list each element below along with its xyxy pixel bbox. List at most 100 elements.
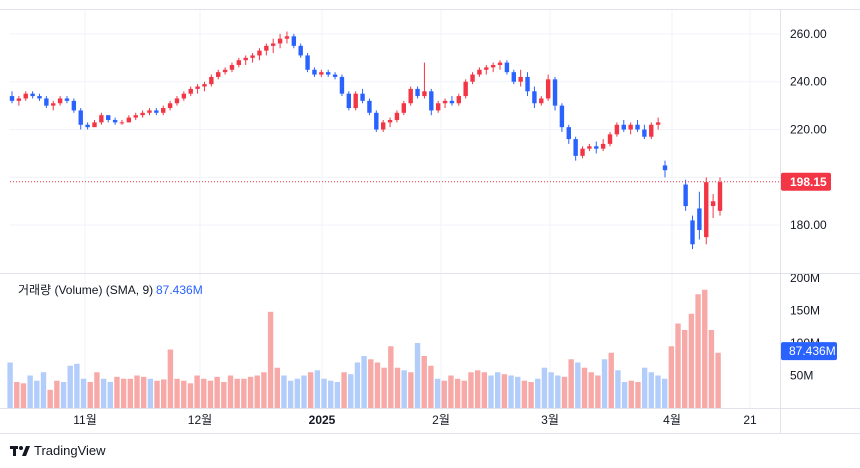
price-axis: 180.00 220.00 240.00 260.00 [790,27,827,232]
candle-body [167,103,173,109]
tradingview-logo[interactable]: TradingView [10,443,106,458]
candle-body [587,146,592,149]
volume-bar [608,352,614,408]
candle-body [174,98,180,104]
candle-body [325,72,331,75]
volume-bar [695,294,701,408]
candle-body [401,103,407,113]
candle-body [202,84,207,87]
candle-body [106,115,111,120]
candle-body [161,108,166,113]
volume-legend-title: 거래량 (Volume) (SMA, 9) [18,283,153,297]
volume-bar [421,356,427,408]
volume-bar [341,372,347,408]
price-tick-label: 180.00 [790,218,827,232]
volume-bar [107,382,113,408]
volume-axis: 200M150M100M50M87.436M [781,271,837,383]
candle-body [380,122,386,130]
candle-body [16,98,22,101]
volume-bar [94,372,100,408]
volume-bar [254,375,260,408]
candle-body [346,93,352,109]
candle-body [222,69,228,73]
candle-body [99,115,104,123]
volume-bar [461,380,467,408]
candle-body [319,72,324,75]
candle-body [642,129,647,137]
candle-body [559,105,565,128]
candle-body [463,81,468,97]
candle-body [511,72,516,82]
volume-sma-badge-label: 87.436M [789,344,836,358]
volume-bar [595,375,601,408]
candle-body [250,55,255,58]
volume-bar [381,367,387,408]
volume-bar [635,382,641,408]
candle-body [57,98,63,104]
volume-bar [368,359,374,408]
candle-body [284,36,290,39]
candle-body [339,76,345,94]
volume-bar [154,380,160,408]
volume-bar [294,378,301,408]
candle-body [607,134,613,144]
candle-body [305,55,310,70]
volume-bar [301,375,307,408]
candle-body [697,208,702,230]
volume-bar [621,382,628,408]
volume-bar [715,352,721,408]
candle-body [236,60,242,65]
volume-bar [87,382,93,408]
volume-bar [201,378,207,408]
candle-body [264,45,269,51]
volume-bar [54,380,60,408]
candle-body [470,74,475,82]
volume-bar [40,372,47,408]
candle-body [229,64,235,70]
volume-bar [114,376,120,408]
candle-body [195,86,200,89]
volume-bar [535,378,541,408]
volume-bar [307,372,314,408]
volume-bar [501,374,508,408]
volume-bar [528,382,534,408]
volume-bar [134,375,140,408]
candle-body [704,182,709,238]
volume-bar [147,378,154,408]
volume-bar [581,367,588,408]
volume-bar [161,379,167,408]
candle-body [85,124,90,128]
volume-bar [267,311,274,408]
candle-body [23,93,28,99]
volume-bar [388,346,394,408]
volume-bar [628,380,634,408]
last-price-badge [781,172,831,191]
volume-bar [334,382,341,408]
volume-bar [348,374,354,408]
volume-bar [488,375,494,408]
candle-body [243,57,248,61]
volume-bar [688,313,695,408]
volume-bar [661,378,668,408]
tradingview-logo-text: TradingView [34,443,106,458]
volume-bar [274,367,280,408]
volume-bar [214,376,220,408]
candle-body [71,100,77,111]
tradingview-logo-icon [10,445,30,456]
candle-body [552,79,558,106]
volume-bar [354,362,361,408]
candle-body [298,45,303,56]
candle-body [449,100,455,104]
candle-body [394,112,400,120]
volume-bar [287,380,294,408]
candle-body [490,64,496,68]
volume-bar [167,349,174,408]
volume-bar [702,289,708,408]
candle-body [518,76,523,82]
volume-sma-badge [781,342,837,361]
volume-bar [408,372,414,408]
volume-bar [27,375,33,408]
volume-bar [187,383,194,408]
candle-body [683,184,688,207]
